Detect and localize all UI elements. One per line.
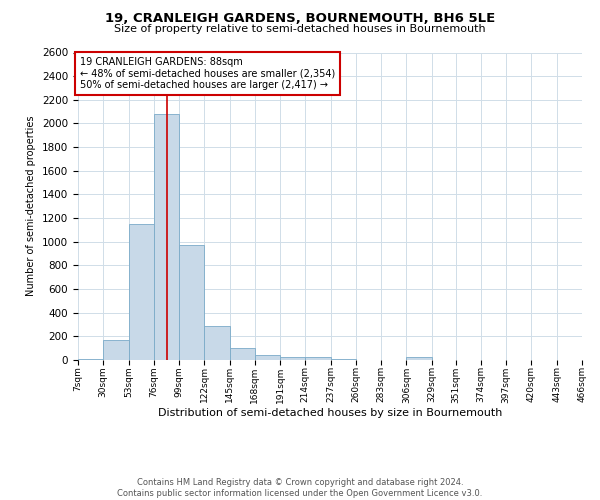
Text: 19, CRANLEIGH GARDENS, BOURNEMOUTH, BH6 5LE: 19, CRANLEIGH GARDENS, BOURNEMOUTH, BH6 … bbox=[105, 12, 495, 26]
Bar bbox=[230, 348, 255, 360]
Y-axis label: Number of semi-detached properties: Number of semi-detached properties bbox=[26, 116, 37, 296]
Bar bbox=[255, 355, 280, 360]
Bar bbox=[179, 244, 204, 360]
Text: Contains HM Land Registry data © Crown copyright and database right 2024.
Contai: Contains HM Land Registry data © Crown c… bbox=[118, 478, 482, 498]
Bar bbox=[128, 224, 154, 360]
Bar bbox=[204, 326, 230, 360]
Bar bbox=[406, 358, 431, 360]
Bar bbox=[305, 358, 331, 360]
Bar bbox=[103, 340, 128, 360]
X-axis label: Distribution of semi-detached houses by size in Bournemouth: Distribution of semi-detached houses by … bbox=[158, 408, 502, 418]
Bar bbox=[331, 359, 356, 360]
Text: Size of property relative to semi-detached houses in Bournemouth: Size of property relative to semi-detach… bbox=[114, 24, 486, 34]
Bar bbox=[280, 356, 305, 360]
Bar bbox=[154, 114, 179, 360]
Bar bbox=[78, 359, 103, 360]
Text: 19 CRANLEIGH GARDENS: 88sqm
← 48% of semi-detached houses are smaller (2,354)
50: 19 CRANLEIGH GARDENS: 88sqm ← 48% of sem… bbox=[80, 57, 335, 90]
